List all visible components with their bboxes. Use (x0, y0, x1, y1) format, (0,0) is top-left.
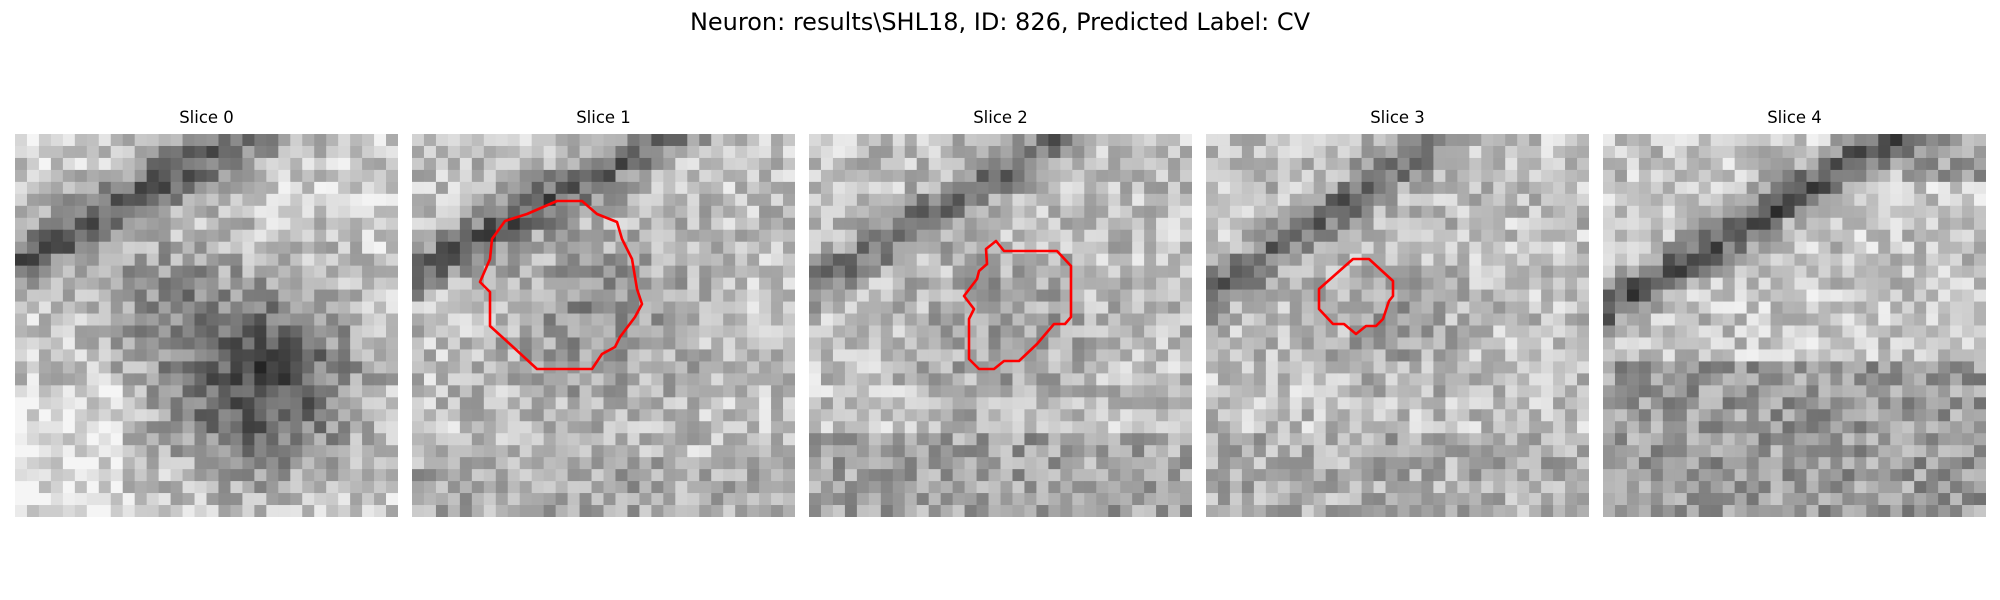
slice-panel-3: Slice 3 (1206, 108, 1589, 518)
slice-image (15, 134, 398, 517)
slice-title: Slice 3 (1370, 108, 1425, 127)
slice-title: Slice 4 (1767, 108, 1822, 127)
slice-panel-2: Slice 2 (809, 108, 1192, 518)
slice-image (1603, 134, 1986, 517)
roi-outline (478, 199, 644, 371)
slice-image (1206, 134, 1589, 517)
slice-image (412, 134, 795, 517)
slice-panel-0: Slice 0 (15, 108, 398, 518)
slice-panel-1: Slice 1 (412, 108, 795, 518)
slice-title: Slice 2 (973, 108, 1028, 127)
figure-title: Neuron: results\SHL18, ID: 826, Predicte… (689, 8, 1311, 36)
slice-image (809, 134, 1192, 517)
roi-outline (962, 239, 1073, 371)
slice-panel-4: Slice 4 (1603, 108, 1986, 518)
slice-title: Slice 1 (576, 108, 631, 127)
slice-title: Slice 0 (179, 108, 234, 127)
roi-outline (1317, 257, 1395, 336)
